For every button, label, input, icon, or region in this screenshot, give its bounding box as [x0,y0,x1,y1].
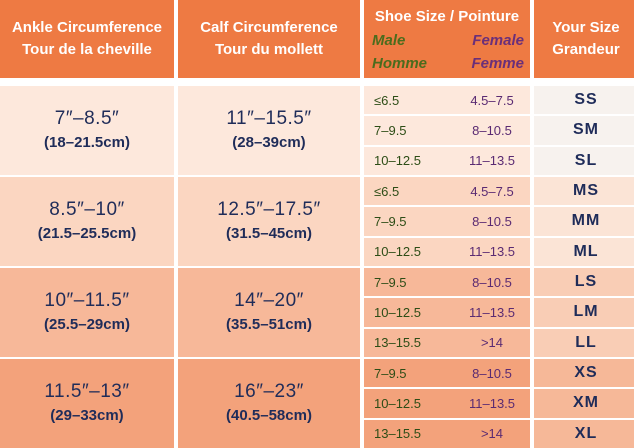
female-size: 11–13.5 [468,153,516,169]
size-code: XL [534,419,634,448]
ankle-cm: (29–33cm) [50,407,124,425]
calf-inches: 12.5″–17.5″ [217,199,321,221]
calf-group-2: 12.5″–17.5″ (31.5–45cm) [178,176,360,266]
ankle-cm: (21.5–25.5cm) [37,225,137,243]
shoe-row-12: 13–15.5 >14 [364,419,530,448]
calf-cm: (40.5–58cm) [226,407,312,425]
female-label-en: Female [472,32,524,49]
size-code: LS [534,267,634,297]
shoe-row-2: 7–9.5 8–10.5 [364,116,530,145]
shoe-row-7: 7–9.5 8–10.5 [364,267,530,297]
calf-header-en: Calf Circumference [200,19,338,36]
female-size: 4.5–7.5 [470,92,514,108]
male-size: 7–9.5 [374,274,407,290]
ankle-cm: (18–21.5cm) [44,134,130,152]
shoe-row-8: 10–12.5 11–13.5 [364,298,530,327]
size-code: SM [534,116,634,145]
female-size: >14 [480,335,504,351]
size-code: XM [534,389,634,418]
your-size-header-fr: Grandeur [552,41,620,58]
female-size: 8–10.5 [472,274,512,290]
ankle-group-4: 11.5″–13″ (29–33cm) [0,358,174,448]
male-size: 7–9.5 [374,122,407,138]
male-size: ≤6.5 [374,92,400,108]
ankle-header-fr: Tour de la cheville [22,41,152,58]
shoe-size-title: Shoe Size / Pointure [374,8,520,25]
calf-group-4: 16″–23″ (40.5–58cm) [178,358,360,448]
calf-cm: (31.5–45cm) [226,225,312,243]
shoe-row-9: 13–15.5 >14 [364,328,530,357]
size-code: SL [534,146,634,175]
shoe-row-4: ≤6.5 4.5–7.5 [364,176,530,206]
female-size: >14 [480,426,504,442]
ankle-header: Ankle Circumference Tour de la cheville [0,0,174,78]
male-label-fr: Homme [372,55,428,72]
shoe-size-header: Shoe Size / Pointure Male Homme Female F… [364,0,530,78]
ankle-inches: 7″–8.5″ [54,108,120,130]
calf-header-fr: Tour du mollett [214,41,324,58]
ankle-group-3: 10″–11.5″ (25.5–29cm) [0,267,174,357]
size-code: MS [534,176,634,206]
male-size: 10–12.5 [374,153,421,169]
shoe-row-6: 10–12.5 11–13.5 [364,237,530,266]
male-size: ≤6.5 [374,183,400,199]
male-label-en: Male [372,32,406,49]
ankle-header-en: Ankle Circumference [11,19,163,36]
your-size-header-en: Your Size [552,19,620,36]
shoe-row-3: 10–12.5 11–13.5 [364,146,530,175]
male-size: 13–15.5 [374,335,421,351]
calf-header: Calf Circumference Tour du mollett [178,0,360,78]
your-size-header: Your Size Grandeur [534,0,634,78]
calf-group-3: 14″–20″ (35.5–51cm) [178,267,360,357]
male-size: 10–12.5 [374,244,421,260]
ankle-cm: (25.5–29cm) [44,316,130,334]
size-code: SS [534,86,634,115]
ankle-group-2: 8.5″–10″ (21.5–25.5cm) [0,176,174,266]
female-size: 11–13.5 [468,244,516,260]
male-size: 7–9.5 [374,213,407,229]
ankle-group-1: 7″–8.5″ (18–21.5cm) [0,86,174,175]
size-code: ML [534,237,634,266]
ankle-inches: 10″–11.5″ [44,290,130,312]
size-code: XS [534,358,634,388]
male-size: 10–12.5 [374,304,421,320]
female-size: 11–13.5 [468,304,516,320]
male-size: 10–12.5 [374,395,421,411]
male-size: 7–9.5 [374,365,407,381]
female-size: 8–10.5 [472,365,512,381]
ankle-inches: 8.5″–10″ [49,199,125,221]
size-code: LM [534,298,634,327]
female-label-fr: Femme [471,55,524,72]
calf-group-1: 11″–15.5″ (28–39cm) [178,86,360,175]
calf-cm: (28–39cm) [232,134,306,152]
female-size: 11–13.5 [468,395,516,411]
size-code: LL [534,328,634,357]
female-size: 4.5–7.5 [470,183,514,199]
male-size: 13–15.5 [374,426,421,442]
calf-inches: 14″–20″ [234,290,304,312]
calf-inches: 11″–15.5″ [226,108,312,130]
ankle-inches: 11.5″–13″ [44,381,130,403]
shoe-row-1: ≤6.5 4.5–7.5 [364,86,530,115]
calf-inches: 16″–23″ [234,381,304,403]
size-code: MM [534,207,634,236]
shoe-row-10: 7–9.5 8–10.5 [364,358,530,388]
shoe-row-5: 7–9.5 8–10.5 [364,207,530,236]
female-size: 8–10.5 [472,213,512,229]
calf-cm: (35.5–51cm) [226,316,312,334]
female-size: 8–10.5 [472,122,512,138]
shoe-row-11: 10–12.5 11–13.5 [364,389,530,418]
